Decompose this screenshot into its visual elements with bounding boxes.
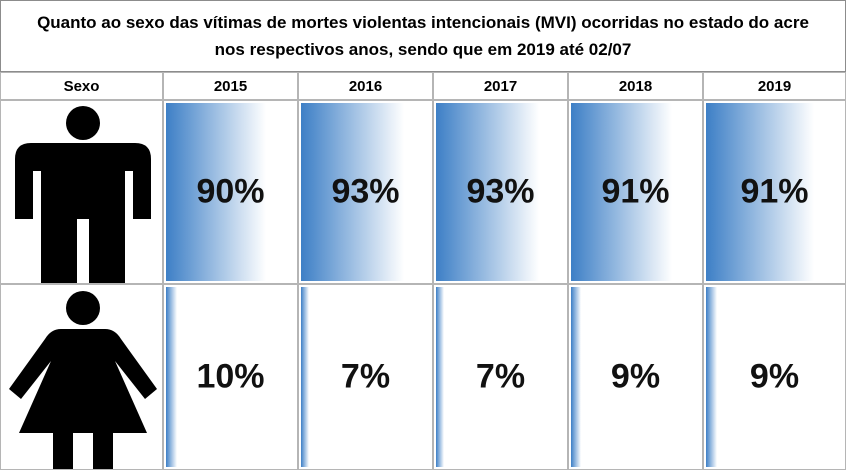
header-cell: 2019 [703,72,846,100]
data-bar [301,103,405,281]
value-label: 91% [740,172,809,211]
data-bar [571,287,581,467]
data-bar [436,103,540,281]
value-label: 90% [196,172,265,211]
value-label: 7% [340,357,391,396]
data-bar [706,103,815,281]
header-cell: 2017 [433,72,568,100]
value-cell: 90% [163,100,298,284]
data-bar [166,287,178,467]
value-cell: 9% [568,284,703,470]
value-label: 9% [749,357,800,396]
data-bar [571,103,672,281]
value-label: 7% [475,357,526,396]
data-bar [301,287,309,467]
value-cell: 7% [433,284,568,470]
header-cell: Sexo [0,72,163,100]
data-bar [436,287,444,467]
value-label: 9% [610,357,661,396]
value-cell: 93% [298,100,433,284]
value-cell: 91% [568,100,703,284]
header-cell: 2016 [298,72,433,100]
value-cell: 93% [433,100,568,284]
value-cell: 91% [703,100,846,284]
header-cell: 2015 [163,72,298,100]
value-cell: 7% [298,284,433,470]
data-bar [166,103,266,281]
value-label: 91% [601,172,670,211]
title: Quanto ao sexo das vítimas de mortes vio… [0,0,846,72]
value-cell: 9% [703,284,846,470]
male-icon [15,106,151,283]
value-label: 10% [196,357,265,396]
header-cell: 2018 [568,72,703,100]
value-label: 93% [466,172,535,211]
data-bar [706,287,717,467]
value-label: 93% [331,172,400,211]
value-cell: 10% [163,284,298,470]
female-icon [9,291,157,469]
male-icon-cell [0,100,163,284]
female-icon-cell [0,284,163,470]
